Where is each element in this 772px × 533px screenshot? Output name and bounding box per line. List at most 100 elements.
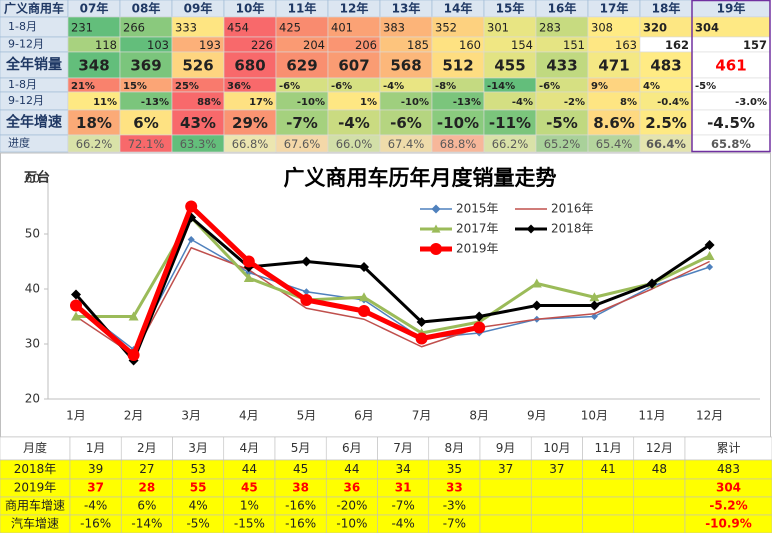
cell-text: 45 (241, 481, 258, 495)
cell-text: 36% (227, 81, 251, 92)
y-tick-label: 30 (25, 337, 40, 351)
cell-text: 157 (743, 38, 767, 52)
cell-text: 320 (643, 21, 667, 35)
cell-text: -3% (443, 499, 466, 513)
cell-text: 1% (360, 97, 377, 108)
cell-text: 38 (292, 481, 309, 495)
highlight-border (691, 0, 771, 153)
marker (416, 317, 427, 327)
row-label: 汽车增速 (11, 516, 59, 531)
row-label: 进度 (8, 136, 30, 150)
x-tick-label: 4月 (239, 409, 259, 423)
cell-text: 204 (303, 38, 325, 52)
cell-text: -16% (80, 517, 111, 531)
marker (71, 289, 81, 300)
series-line (75, 247, 710, 356)
cell-text: -6% (279, 81, 300, 92)
marker (473, 321, 486, 334)
header-text: 广义商用车 (4, 1, 64, 16)
cell (691, 51, 771, 79)
series-line (74, 204, 480, 358)
cell (684, 514, 772, 533)
cell-text: -16% (285, 517, 316, 531)
marker (127, 349, 140, 361)
marker (704, 240, 715, 250)
cell (691, 109, 771, 136)
header-text: 10月 (543, 441, 570, 455)
cell-text: 25% (175, 81, 199, 92)
cell (530, 496, 583, 516)
cell-text: 66.0% (336, 137, 373, 151)
row-label: 全年增速 (5, 114, 62, 131)
marker (704, 251, 715, 260)
cell (639, 109, 693, 136)
y-tick-label: 50 (25, 227, 40, 241)
header-text: 12年 (340, 1, 369, 16)
marker (242, 255, 255, 268)
cell (379, 51, 433, 79)
y-tick-label: 20 (25, 392, 40, 406)
cell (119, 109, 173, 136)
cell (119, 51, 173, 79)
marker (185, 200, 198, 213)
marker (359, 262, 369, 272)
header-text: 17年 (600, 1, 629, 16)
cell-text: 17% (249, 97, 273, 108)
cell-text: 160 (459, 38, 481, 52)
cell-text: -0.4% (657, 97, 689, 108)
cell-text: -13% (453, 97, 481, 108)
row-label: 9-12月 (8, 38, 44, 51)
cell-text: 88% (197, 97, 221, 108)
cell-text: -6% (539, 81, 560, 92)
marker (531, 300, 542, 311)
x-tick-label: 2月 (124, 409, 144, 423)
header-text: 13年 (392, 1, 421, 16)
cell-text: -15% (234, 517, 265, 531)
cell-text: 68.8% (440, 137, 477, 151)
header-text: 08年 (132, 1, 161, 16)
cell-text: 4% (189, 499, 208, 513)
cell-text: 471 (598, 57, 629, 75)
cell-text: 11% (93, 97, 117, 108)
cell-text: 425 (279, 21, 301, 35)
cell-text: -11% (489, 114, 531, 132)
chart-title: 广义商用车历年月度销量走势 (284, 166, 557, 190)
cell-text: 66.8% (232, 137, 269, 151)
cell-text: -10% (401, 97, 429, 108)
marker (300, 294, 313, 306)
cell (67, 51, 121, 79)
cell (582, 496, 635, 516)
cell-text: 162 (665, 38, 689, 52)
cell-text: 66.2% (76, 137, 113, 151)
cell-text: -10% (437, 114, 479, 132)
cell-text: 45 (293, 462, 308, 476)
cell-text: 48 (652, 462, 667, 476)
y-axis-label: 万台 (23, 170, 50, 186)
x-tick-label: 7月 (412, 409, 432, 423)
cell-text: 36 (344, 481, 361, 495)
cell-text: 34 (395, 462, 410, 476)
cell-text: 29% (232, 114, 268, 132)
cell (587, 109, 641, 136)
cell-text: 433 (546, 57, 577, 75)
cell-text: 72.1% (128, 137, 165, 151)
cell-text: 333 (175, 21, 197, 35)
cell-text: 308 (591, 21, 613, 35)
row-label: 商用车增速 (5, 498, 65, 513)
cell-text: 67.6% (284, 137, 321, 151)
cell-text: 304 (716, 481, 741, 495)
legend-label: 2018年 (551, 222, 594, 236)
marker (301, 256, 312, 267)
header-text: 4月 (240, 441, 260, 455)
header-text: 14年 (444, 1, 473, 16)
cell-text: 369 (130, 57, 161, 75)
marker (187, 236, 195, 243)
cell-text: 37 (549, 462, 564, 476)
legend-label: 2015年 (456, 202, 499, 216)
marker (71, 311, 81, 321)
cell-text: 43% (180, 114, 216, 132)
cell-text: 301 (487, 21, 509, 35)
x-tick-label: 9月 (527, 409, 547, 423)
header-text: 16年 (548, 1, 577, 16)
cell (535, 51, 589, 79)
